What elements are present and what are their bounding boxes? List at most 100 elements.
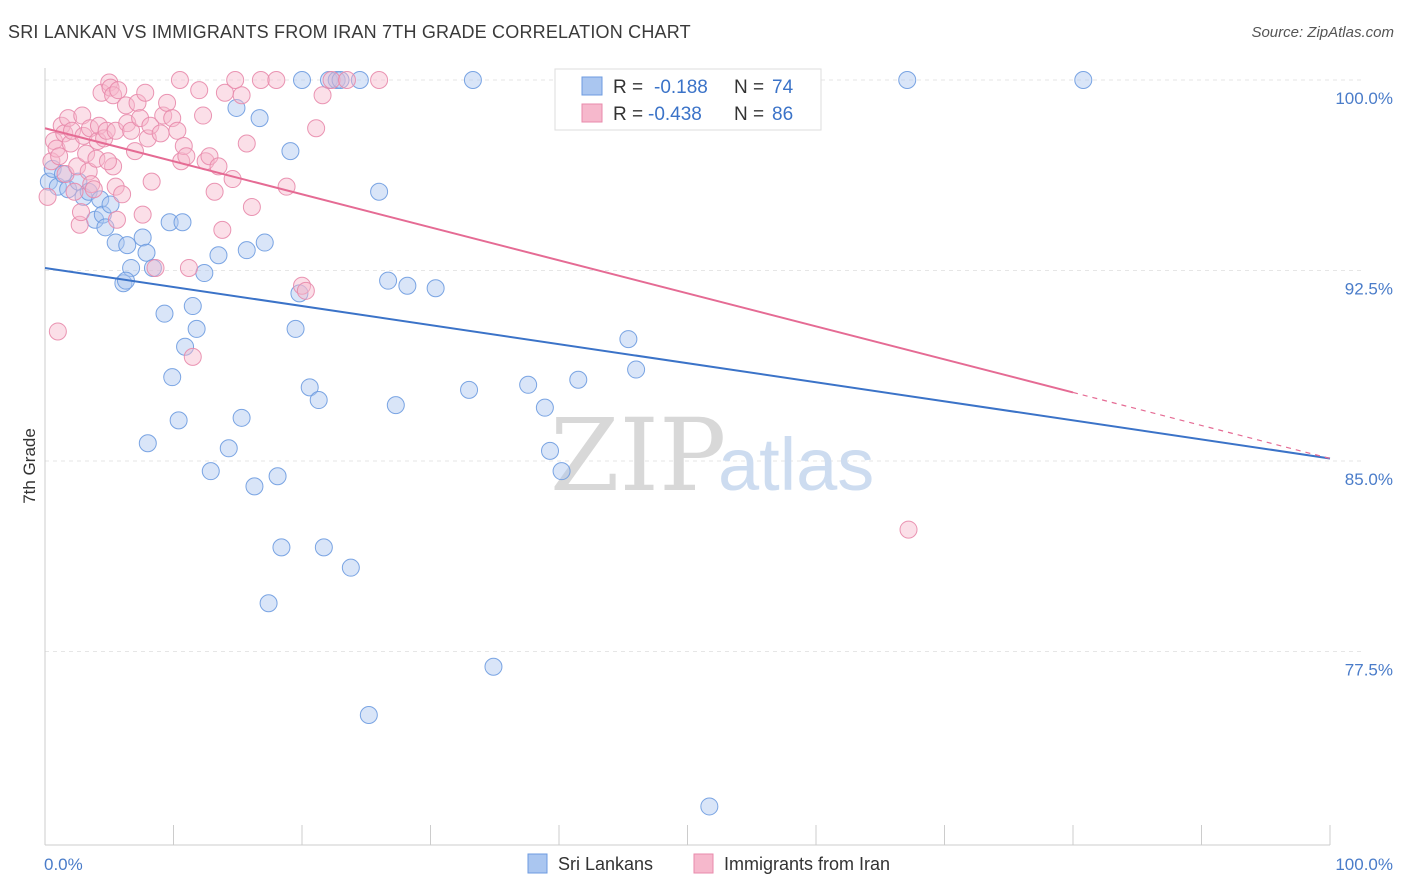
data-point [65, 182, 84, 201]
bottom-legend-immigrants-from-iran: Immigrants from Iran [724, 854, 890, 874]
data-point [541, 441, 560, 460]
data-point [250, 109, 269, 128]
data-point [133, 228, 152, 247]
y-tick-label: 100.0% [1335, 89, 1393, 108]
data-point [619, 330, 638, 349]
data-point [82, 175, 101, 194]
data-point [77, 144, 96, 163]
data-point [552, 462, 571, 481]
data-point [223, 170, 242, 189]
data-point [104, 157, 123, 176]
data-point [155, 304, 174, 323]
y-tick-label: 92.5% [1345, 280, 1393, 299]
data-point [370, 182, 389, 201]
data-point [379, 271, 398, 290]
watermark-atlas: atlas [718, 423, 874, 506]
data-point [237, 241, 256, 260]
legend-n-value-1: 74 [772, 77, 794, 98]
data-point [232, 408, 251, 427]
tick-labels: 77.5% 85.0% 92.5% 100.0% 0.0% 100.0% [44, 89, 1393, 874]
legend-swatch-pink [581, 103, 603, 123]
data-point [341, 558, 360, 577]
legend-r-label-2: R = [613, 104, 643, 125]
legend-swatch-blue [581, 76, 603, 96]
data-point [50, 147, 69, 166]
data-point [170, 71, 189, 89]
data-point [122, 121, 141, 140]
data-point [359, 706, 378, 724]
bottom-legend: Sri Lankans Immigrants from Iran [527, 853, 890, 874]
data-point [194, 106, 213, 125]
data-point [370, 71, 389, 89]
data-point [168, 121, 187, 140]
data-point [101, 195, 120, 214]
data-point [242, 198, 261, 216]
data-point [138, 434, 157, 453]
data-point [267, 71, 286, 89]
data-point [245, 477, 264, 496]
data-point [327, 71, 346, 89]
y-tick-label: 77.5% [1345, 661, 1393, 680]
data-point [131, 109, 150, 128]
data-point [286, 319, 305, 338]
data-point [118, 236, 137, 255]
data-point [109, 81, 128, 100]
trend-line-sri-lankans [44, 266, 1331, 460]
legend-r-value-2: -0.438 [648, 104, 702, 125]
data-point [190, 81, 209, 100]
data-point [259, 594, 278, 613]
data-point [183, 297, 202, 316]
data-point [116, 96, 135, 115]
data-point [169, 411, 188, 430]
bottom-legend-swatch-pink [693, 853, 714, 874]
data-point [151, 124, 170, 143]
data-point [142, 172, 161, 191]
data-point [213, 220, 232, 239]
legend: R = -0.188 N = 74 R = -0.438 N = 86 [554, 68, 822, 131]
data-point [201, 462, 220, 481]
data-point [569, 370, 588, 389]
legend-r-label-1: R = [613, 77, 643, 98]
data-point [183, 347, 202, 366]
data-point [314, 538, 333, 557]
data-point [426, 279, 445, 298]
data-point [200, 147, 219, 166]
data-point [38, 187, 57, 206]
data-point [71, 203, 90, 222]
data-point [137, 243, 156, 262]
bottom-legend-swatch-blue [527, 853, 548, 874]
legend-r-value-1: -0.188 [654, 77, 708, 98]
data-point [141, 116, 160, 135]
trend-lines [44, 127, 1331, 460]
data-point [463, 71, 482, 89]
data-point [398, 276, 417, 295]
data-point [281, 142, 300, 161]
data-point [91, 190, 110, 209]
legend-n-label-1: N = [734, 77, 764, 98]
legend-n-label-2: N = [734, 104, 764, 125]
data-point [84, 180, 103, 199]
axes [44, 68, 1331, 846]
data-point [322, 71, 341, 89]
data-point [255, 233, 274, 252]
data-point [899, 520, 918, 539]
data-point [219, 439, 238, 458]
data-point [268, 467, 287, 486]
data-point [98, 152, 117, 171]
data-point [237, 134, 256, 153]
data-point [113, 185, 132, 204]
data-point [627, 360, 646, 379]
data-point [187, 319, 206, 338]
data-point [460, 380, 479, 399]
data-point [386, 396, 405, 415]
data-point [107, 210, 126, 229]
watermark-zip: ZIP [550, 397, 726, 514]
data-point [128, 93, 147, 112]
data-point [484, 657, 503, 676]
data-point [195, 264, 214, 283]
data-point [179, 258, 198, 277]
chart-title: SRI LANKAN VS IMMIGRANTS FROM IRAN 7TH G… [8, 22, 691, 42]
trend-line-immigrants-from-iran-extension [1072, 391, 1331, 460]
bottom-legend-sri-lankans: Sri Lankans [558, 854, 653, 874]
